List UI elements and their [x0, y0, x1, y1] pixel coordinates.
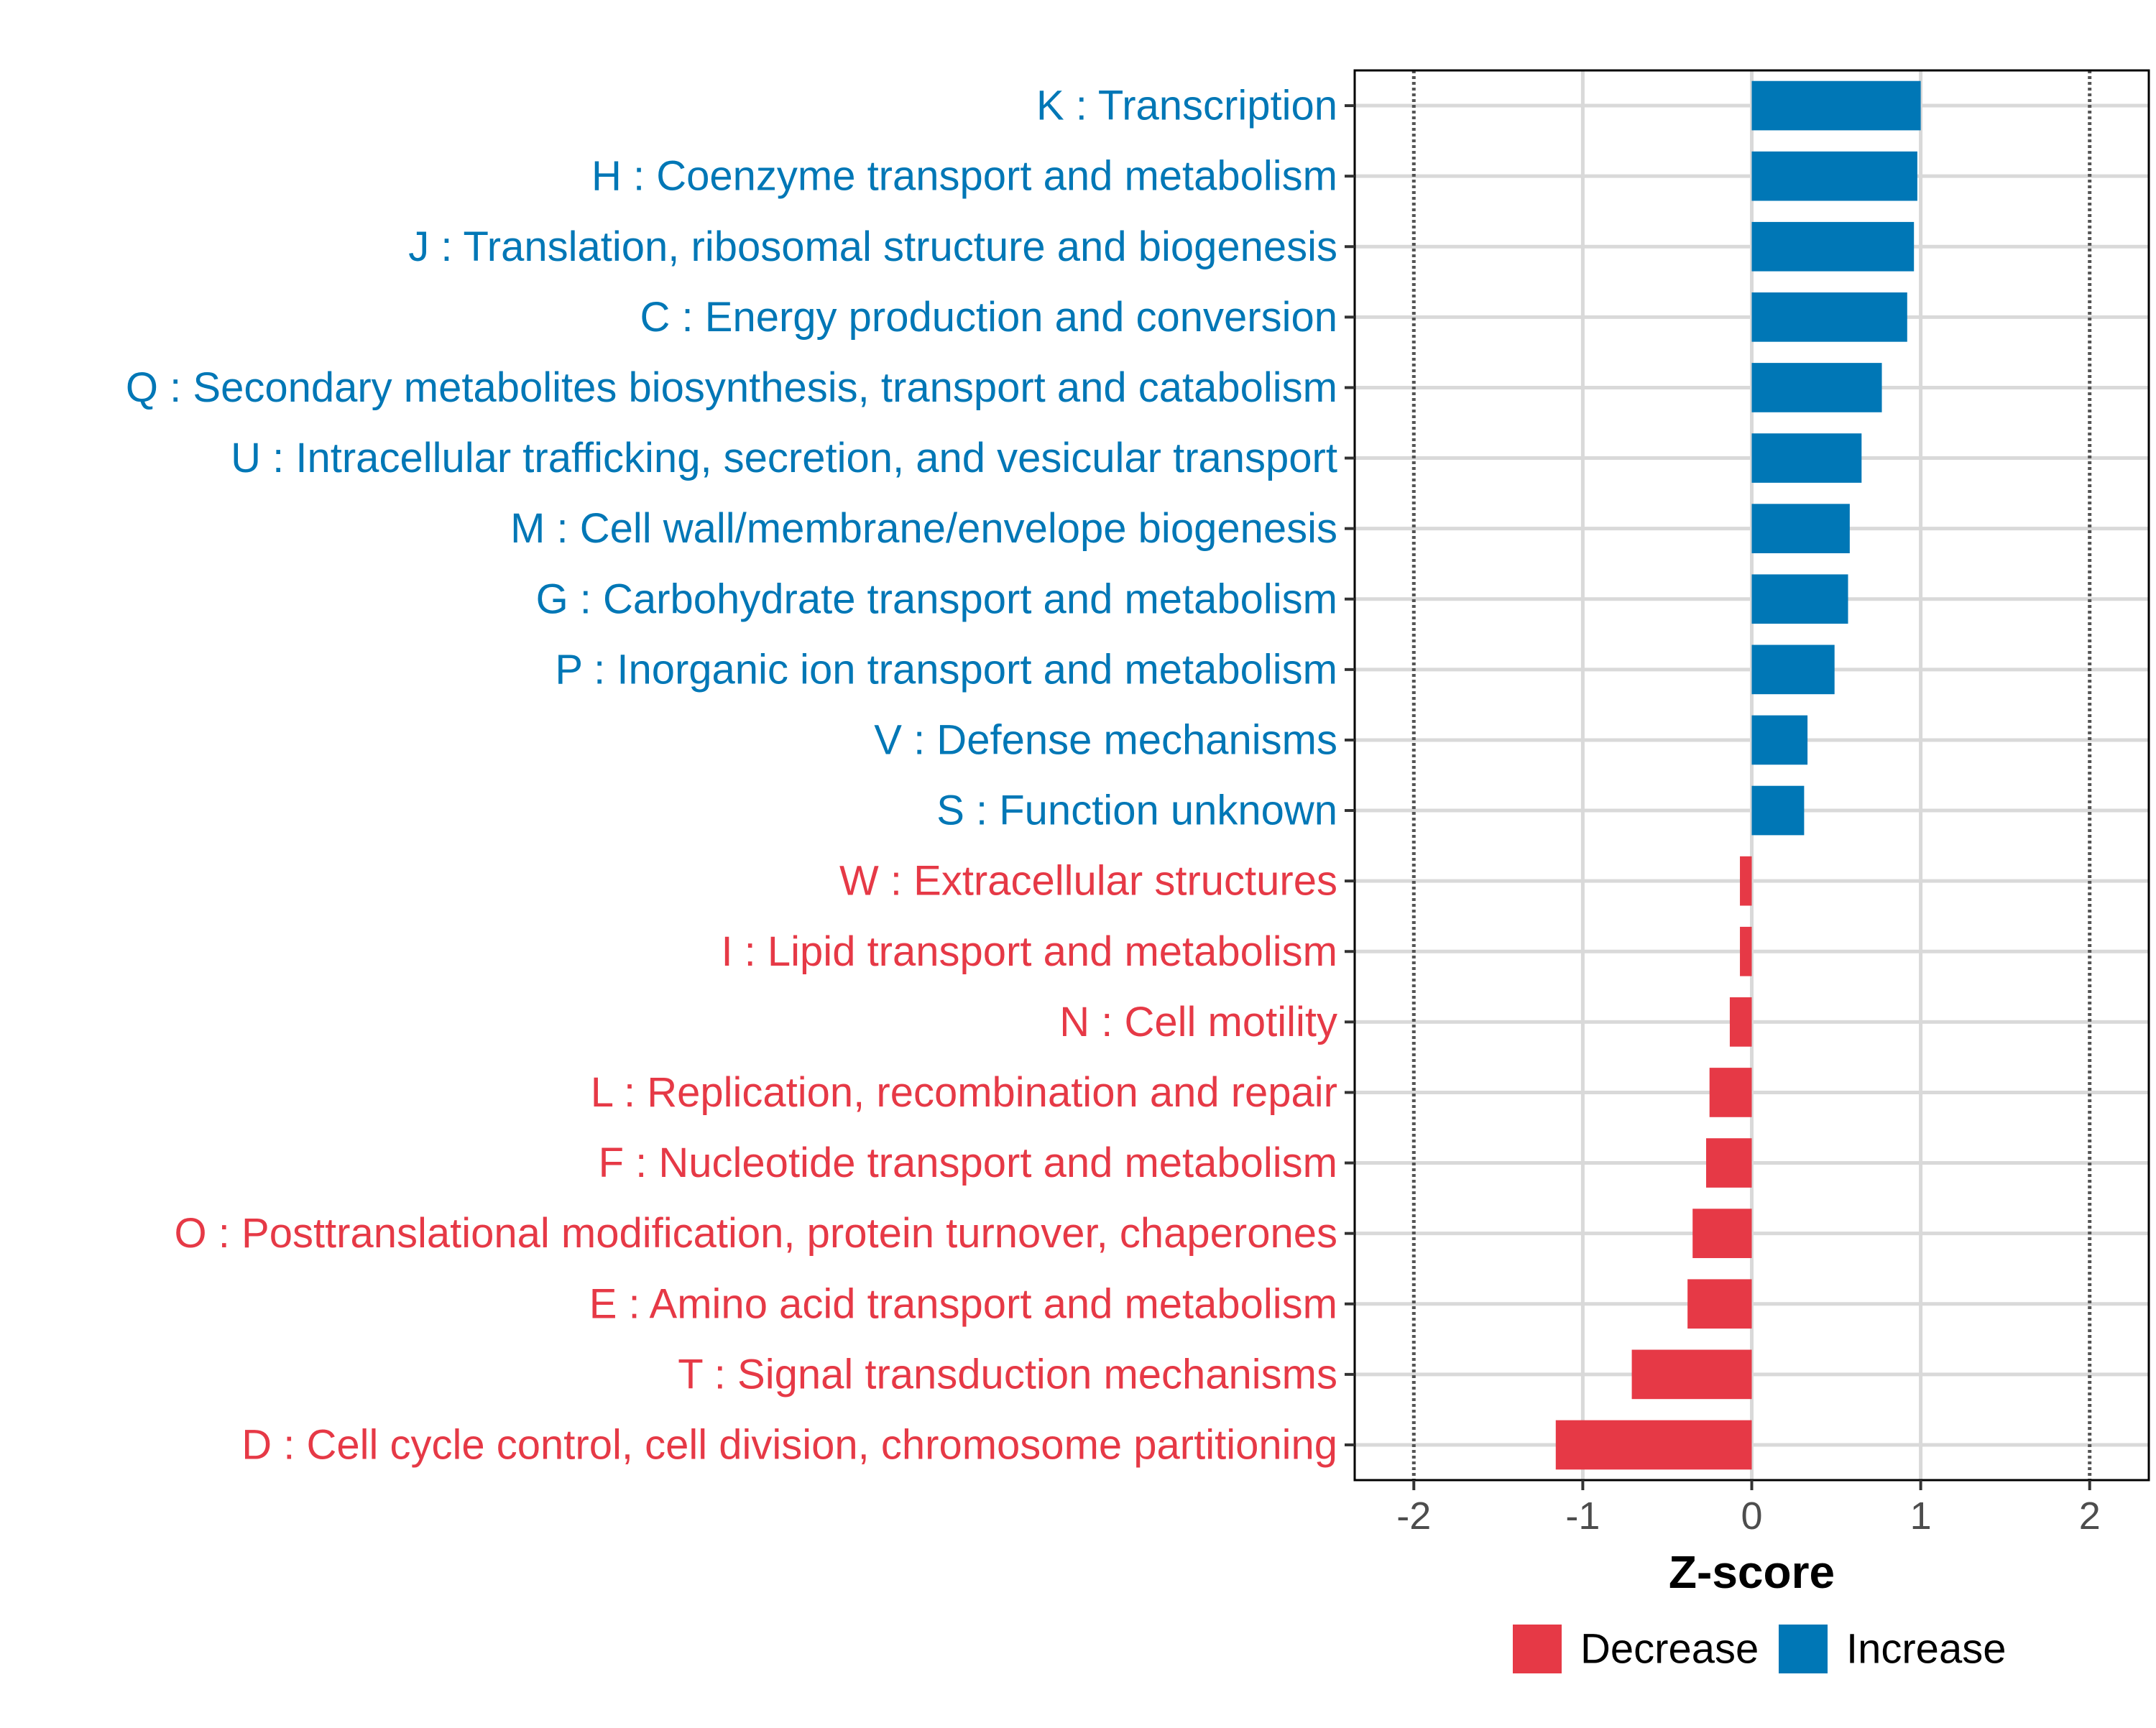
- bar-k: [1751, 80, 1921, 131]
- bar-layer: [1555, 80, 1921, 1470]
- bar-f: [1706, 1138, 1752, 1188]
- category-label: H : Coenzyme transport and metabolism: [591, 153, 1337, 200]
- bar-i: [1740, 926, 1752, 976]
- x-tick-label: 2: [2079, 1494, 2101, 1538]
- category-label: M : Cell wall/membrane/envelope biogenes…: [510, 505, 1337, 552]
- bar-n: [1729, 997, 1752, 1047]
- bar-j: [1751, 221, 1915, 272]
- x-axis-title: Z-score: [1669, 1546, 1835, 1598]
- bar-e: [1687, 1279, 1752, 1329]
- category-label: Q : Secondary metabolites biosynthesis, …: [126, 364, 1337, 411]
- x-tick-label: -1: [1565, 1494, 1600, 1538]
- legend: Decrease Increase: [1513, 1625, 2006, 1673]
- category-label: V : Defense mechanisms: [874, 716, 1337, 763]
- bar-v: [1751, 715, 1808, 765]
- category-label: S : Function unknown: [936, 787, 1337, 834]
- category-label: I : Lipid transport and metabolism: [721, 928, 1337, 975]
- grid-layer: [1355, 70, 2149, 1480]
- bar-l: [1709, 1068, 1752, 1117]
- category-label: O : Posttranslational modification, prot…: [175, 1210, 1337, 1257]
- bar-t: [1631, 1349, 1752, 1400]
- category-label: L : Replication, recombination and repai…: [591, 1069, 1337, 1116]
- legend-swatch-decrease: [1513, 1625, 1562, 1673]
- legend-swatch-increase: [1779, 1625, 1828, 1673]
- bar-s: [1751, 785, 1805, 836]
- legend-label-increase: Increase: [1846, 1626, 2006, 1673]
- bar-w: [1740, 856, 1752, 906]
- x-tick-label: 1: [1910, 1494, 1932, 1538]
- category-label: W : Extracellular structures: [839, 858, 1337, 905]
- bar-g: [1751, 574, 1848, 624]
- x-tick-label: 0: [1741, 1494, 1762, 1538]
- category-label: C : Energy production and conversion: [640, 294, 1337, 341]
- category-label: D : Cell cycle control, cell division, c…: [241, 1421, 1337, 1468]
- bar-h: [1751, 151, 1917, 201]
- category-label: P : Inorganic ion transport and metaboli…: [555, 646, 1337, 693]
- category-label: G : Carbohydrate transport and metabolis…: [536, 576, 1337, 622]
- category-label: E : Amino acid transport and metabolism: [589, 1280, 1337, 1327]
- bar-m: [1751, 504, 1850, 553]
- category-label: U : Intracellular trafficking, secretion…: [231, 435, 1337, 481]
- category-label: T : Signal transduction mechanisms: [678, 1351, 1337, 1397]
- category-label: K : Transcription: [1036, 83, 1337, 129]
- bar-d: [1555, 1420, 1752, 1470]
- category-label: J : Translation, ribosomal structure and…: [408, 223, 1337, 270]
- bar-q: [1751, 363, 1882, 412]
- bar-u: [1751, 433, 1862, 483]
- legend-label-decrease: Decrease: [1580, 1626, 1759, 1673]
- bar-o: [1692, 1209, 1752, 1258]
- label-layer: K : Transcription H : Coenzyme transport …: [126, 83, 2101, 1598]
- bar-p: [1751, 644, 1835, 695]
- category-label: F : Nucleotide transport and metabolism: [599, 1140, 1337, 1186]
- bar-c: [1751, 292, 1907, 342]
- x-tick-label: -2: [1396, 1494, 1431, 1538]
- category-label: N : Cell motility: [1059, 999, 1337, 1045]
